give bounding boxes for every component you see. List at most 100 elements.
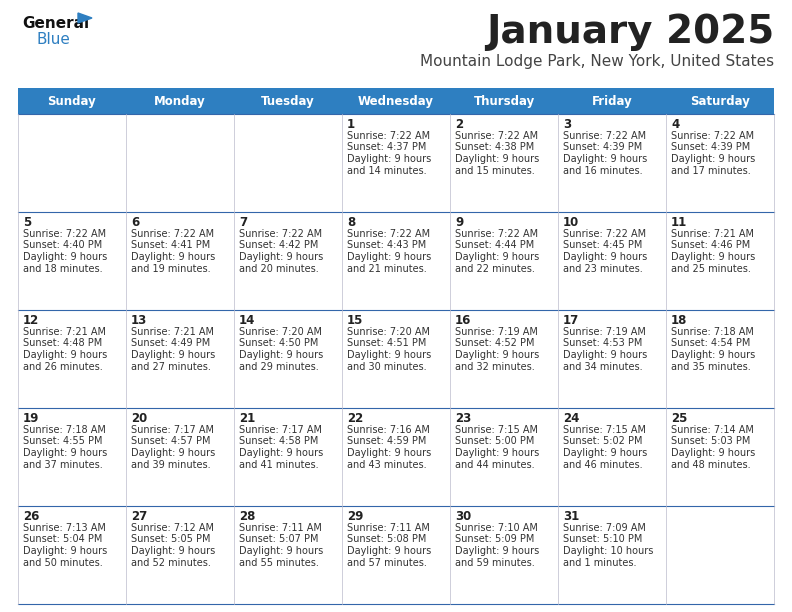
Text: 20: 20	[131, 412, 147, 425]
Text: Daylight: 9 hours: Daylight: 9 hours	[347, 252, 432, 262]
Text: and 27 minutes.: and 27 minutes.	[131, 362, 211, 371]
Text: Sunday: Sunday	[48, 94, 97, 108]
Text: Sunset: 5:02 PM: Sunset: 5:02 PM	[563, 436, 642, 447]
Bar	[558, 310, 666, 408]
Text: Sunset: 4:43 PM: Sunset: 4:43 PM	[347, 241, 426, 250]
Text: Wednesday: Wednesday	[358, 94, 434, 108]
Text: Daylight: 9 hours: Daylight: 9 hours	[563, 154, 647, 164]
Text: Daylight: 9 hours: Daylight: 9 hours	[131, 252, 215, 262]
Text: Sunset: 4:37 PM: Sunset: 4:37 PM	[347, 143, 426, 152]
Text: Sunset: 5:05 PM: Sunset: 5:05 PM	[131, 534, 211, 545]
Bar	[558, 506, 666, 604]
Text: Sunset: 4:46 PM: Sunset: 4:46 PM	[671, 241, 750, 250]
Text: Sunset: 4:39 PM: Sunset: 4:39 PM	[563, 143, 642, 152]
Text: and 14 minutes.: and 14 minutes.	[347, 165, 427, 176]
Text: Sunset: 4:52 PM: Sunset: 4:52 PM	[455, 338, 535, 348]
Text: Sunset: 4:48 PM: Sunset: 4:48 PM	[23, 338, 102, 348]
Text: Sunset: 4:59 PM: Sunset: 4:59 PM	[347, 436, 426, 447]
Bar	[126, 506, 234, 604]
Text: Sunrise: 7:14 AM: Sunrise: 7:14 AM	[671, 425, 754, 435]
Text: and 52 minutes.: and 52 minutes.	[131, 558, 211, 567]
Text: Sunset: 5:04 PM: Sunset: 5:04 PM	[23, 534, 102, 545]
Text: 14: 14	[239, 314, 255, 327]
Text: Sunset: 5:10 PM: Sunset: 5:10 PM	[563, 534, 642, 545]
Text: Daylight: 9 hours: Daylight: 9 hours	[23, 252, 107, 262]
Text: and 46 minutes.: and 46 minutes.	[563, 460, 642, 469]
Text: and 34 minutes.: and 34 minutes.	[563, 362, 642, 371]
Text: Sunrise: 7:11 AM: Sunrise: 7:11 AM	[239, 523, 322, 533]
Bar	[450, 408, 558, 506]
Bar	[126, 408, 234, 506]
Bar	[234, 506, 342, 604]
Text: 10: 10	[563, 216, 579, 229]
Bar	[126, 114, 234, 212]
Text: Daylight: 9 hours: Daylight: 9 hours	[347, 350, 432, 360]
Text: Sunset: 4:54 PM: Sunset: 4:54 PM	[671, 338, 750, 348]
Text: and 15 minutes.: and 15 minutes.	[455, 165, 535, 176]
Text: 31: 31	[563, 510, 579, 523]
Bar	[234, 114, 342, 212]
Text: Sunrise: 7:22 AM: Sunrise: 7:22 AM	[455, 229, 538, 239]
Text: and 59 minutes.: and 59 minutes.	[455, 558, 535, 567]
Text: Daylight: 9 hours: Daylight: 9 hours	[455, 154, 539, 164]
Text: Sunrise: 7:11 AM: Sunrise: 7:11 AM	[347, 523, 430, 533]
Bar	[558, 212, 666, 310]
Text: Sunset: 5:03 PM: Sunset: 5:03 PM	[671, 436, 750, 447]
Text: Daylight: 9 hours: Daylight: 9 hours	[131, 546, 215, 556]
Text: Daylight: 9 hours: Daylight: 9 hours	[563, 448, 647, 458]
Text: Sunrise: 7:22 AM: Sunrise: 7:22 AM	[455, 131, 538, 141]
Bar	[342, 310, 450, 408]
Text: Blue: Blue	[36, 32, 70, 47]
Text: 19: 19	[23, 412, 40, 425]
Bar	[18, 310, 126, 408]
Text: Daylight: 9 hours: Daylight: 9 hours	[347, 154, 432, 164]
Text: and 22 minutes.: and 22 minutes.	[455, 264, 535, 274]
Text: 25: 25	[671, 412, 687, 425]
Text: 29: 29	[347, 510, 364, 523]
Text: Sunrise: 7:22 AM: Sunrise: 7:22 AM	[563, 229, 646, 239]
Text: Sunrise: 7:09 AM: Sunrise: 7:09 AM	[563, 523, 645, 533]
Text: 16: 16	[455, 314, 471, 327]
Text: Daylight: 9 hours: Daylight: 9 hours	[347, 448, 432, 458]
Text: Daylight: 9 hours: Daylight: 9 hours	[455, 252, 539, 262]
Bar	[126, 212, 234, 310]
Text: Sunset: 4:55 PM: Sunset: 4:55 PM	[23, 436, 102, 447]
Text: and 21 minutes.: and 21 minutes.	[347, 264, 427, 274]
Text: Daylight: 9 hours: Daylight: 9 hours	[239, 448, 323, 458]
Text: 15: 15	[347, 314, 364, 327]
Text: Sunrise: 7:22 AM: Sunrise: 7:22 AM	[347, 131, 430, 141]
Text: and 43 minutes.: and 43 minutes.	[347, 460, 427, 469]
Text: and 20 minutes.: and 20 minutes.	[239, 264, 318, 274]
Text: 5: 5	[23, 216, 31, 229]
Text: and 50 minutes.: and 50 minutes.	[23, 558, 103, 567]
Text: Daylight: 9 hours: Daylight: 9 hours	[239, 252, 323, 262]
Text: Daylight: 9 hours: Daylight: 9 hours	[23, 546, 107, 556]
Text: and 19 minutes.: and 19 minutes.	[131, 264, 211, 274]
Text: Daylight: 9 hours: Daylight: 9 hours	[131, 350, 215, 360]
Text: Daylight: 9 hours: Daylight: 9 hours	[671, 154, 756, 164]
Text: Daylight: 9 hours: Daylight: 9 hours	[239, 350, 323, 360]
Bar	[126, 310, 234, 408]
Text: Daylight: 9 hours: Daylight: 9 hours	[455, 546, 539, 556]
Bar	[18, 408, 126, 506]
Text: Daylight: 9 hours: Daylight: 9 hours	[131, 448, 215, 458]
Text: Mountain Lodge Park, New York, United States: Mountain Lodge Park, New York, United St…	[420, 54, 774, 69]
Text: Daylight: 9 hours: Daylight: 9 hours	[671, 252, 756, 262]
Text: Sunrise: 7:21 AM: Sunrise: 7:21 AM	[671, 229, 754, 239]
Text: 4: 4	[671, 118, 680, 131]
Text: Sunset: 4:42 PM: Sunset: 4:42 PM	[239, 241, 318, 250]
Text: 17: 17	[563, 314, 579, 327]
Text: Sunrise: 7:20 AM: Sunrise: 7:20 AM	[239, 327, 322, 337]
Text: Saturday: Saturday	[690, 94, 750, 108]
Bar	[450, 506, 558, 604]
Bar	[342, 506, 450, 604]
Text: Sunrise: 7:22 AM: Sunrise: 7:22 AM	[563, 131, 646, 141]
Text: Sunset: 4:44 PM: Sunset: 4:44 PM	[455, 241, 535, 250]
Text: Sunrise: 7:22 AM: Sunrise: 7:22 AM	[347, 229, 430, 239]
Bar	[450, 212, 558, 310]
Text: Daylight: 9 hours: Daylight: 9 hours	[563, 350, 647, 360]
Bar	[666, 114, 774, 212]
Text: Sunset: 4:40 PM: Sunset: 4:40 PM	[23, 241, 102, 250]
Text: Sunset: 4:45 PM: Sunset: 4:45 PM	[563, 241, 642, 250]
Text: Sunrise: 7:19 AM: Sunrise: 7:19 AM	[563, 327, 645, 337]
